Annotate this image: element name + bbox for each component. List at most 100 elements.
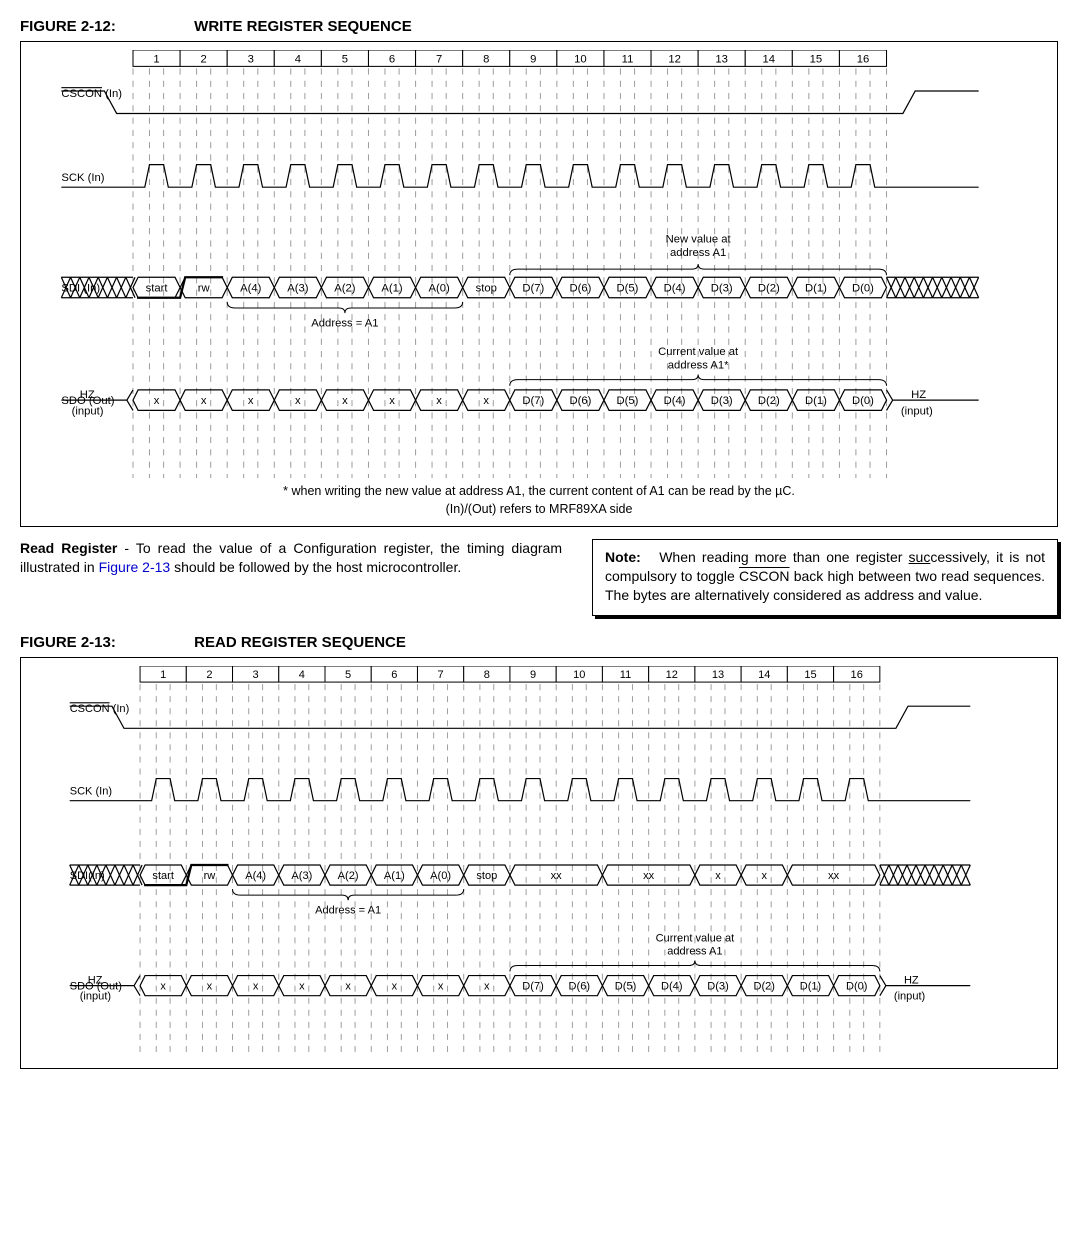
svg-text:D(4): D(4) [664,395,686,407]
figure-title: WRITE REGISTER SEQUENCE [194,18,412,35]
svg-text:A(2): A(2) [338,870,359,882]
svg-text:D(4): D(4) [661,980,682,992]
svg-text:SCK (In): SCK (In) [70,785,112,797]
svg-text:A(0): A(0) [428,283,450,295]
svg-text:x: x [715,870,721,882]
svg-text:14: 14 [763,53,776,65]
svg-text:D(2): D(2) [758,283,780,295]
svg-text:A(3): A(3) [291,870,312,882]
svg-text:x: x [392,980,398,992]
svg-text:x: x [299,980,305,992]
svg-text:A(1): A(1) [384,870,405,882]
svg-text:x: x [436,395,442,407]
svg-text:13: 13 [712,669,724,681]
svg-text:5: 5 [342,53,348,65]
svg-text:A(4): A(4) [245,870,266,882]
svg-text:Address = A1: Address = A1 [311,317,378,329]
svg-text:(input): (input) [80,990,111,1002]
svg-text:D(2): D(2) [758,395,780,407]
svg-text:D(6): D(6) [569,980,590,992]
svg-text:A(3): A(3) [287,283,309,295]
para-prefix: Read Register [20,540,117,556]
svg-text:D(7): D(7) [522,395,544,407]
footnote-line-2: (In)/(Out) refers to MRF89XA side [35,502,1043,516]
svg-text:4: 4 [295,53,301,65]
svg-text:11: 11 [622,53,634,65]
footnote-line-1: * when writing the new value at address … [35,484,1043,498]
svg-text:D(0): D(0) [852,395,874,407]
figure-2-12-diagram: 12345678910111213141516CSCON (In)SCK (In… [20,41,1058,527]
svg-text:3: 3 [248,53,254,65]
para-suffix: should be followed by the host microcont… [170,559,461,575]
svg-text:D(1): D(1) [805,395,827,407]
svg-text:x: x [342,395,348,407]
note-body: When reading more than one register succ… [605,549,1045,603]
svg-text:D(0): D(0) [846,980,867,992]
svg-text:5: 5 [345,669,351,681]
svg-text:Current value at: Current value at [656,932,735,944]
svg-text:D(7): D(7) [522,283,544,295]
svg-text:7: 7 [436,53,442,65]
figure-link[interactable]: Figure 2-13 [99,559,171,575]
svg-text:x: x [761,870,767,882]
svg-text:D(1): D(1) [805,283,827,295]
svg-text:2: 2 [206,669,212,681]
timing-diagram-write: 12345678910111213141516CSCON (In)SCK (In… [35,50,1005,480]
svg-text:D(2): D(2) [754,980,775,992]
svg-text:xx: xx [643,870,655,882]
svg-text:Current value at: Current value at [658,346,739,358]
svg-text:6: 6 [391,669,397,681]
svg-text:D(3): D(3) [711,395,733,407]
svg-text:12: 12 [666,669,678,681]
svg-text:1: 1 [153,53,159,65]
svg-text:(input): (input) [901,405,933,417]
svg-text:address A1: address A1 [667,945,722,957]
svg-text:D(5): D(5) [617,395,639,407]
svg-text:D(6): D(6) [569,283,591,295]
figure-title: READ REGISTER SEQUENCE [194,634,406,651]
svg-text:CSCON (In): CSCON (In) [61,88,122,100]
svg-text:11: 11 [620,669,631,681]
svg-text:x: x [154,395,160,407]
svg-text:SCK (In): SCK (In) [61,172,104,184]
svg-text:A(2): A(2) [334,283,356,295]
svg-text:x: x [201,395,207,407]
svg-text:D(4): D(4) [664,283,686,295]
svg-text:x: x [345,980,351,992]
svg-text:start: start [146,283,169,295]
read-register-description-row: Read Register - To read the value of a C… [20,539,1058,616]
svg-text:A(1): A(1) [381,283,403,295]
figure-heading: FIGURE 2-13: READ REGISTER SEQUENCE [20,634,1058,651]
note-label: Note: [605,549,641,565]
svg-text:address A1: address A1 [670,247,726,259]
svg-text:1: 1 [160,669,166,681]
svg-text:A(0): A(0) [430,870,451,882]
figure-number: FIGURE 2-12: [20,18,190,35]
svg-text:A(4): A(4) [240,283,262,295]
svg-text:13: 13 [715,53,728,65]
svg-text:HZ: HZ [911,389,926,401]
svg-text:x: x [253,980,259,992]
svg-text:D(0): D(0) [852,283,874,295]
svg-text:xx: xx [828,870,840,882]
svg-text:rw: rw [198,283,211,295]
note-box: Note: When reading more than one registe… [592,539,1058,616]
svg-text:x: x [438,980,444,992]
svg-text:HZ: HZ [904,974,919,986]
svg-text:Address = A1: Address = A1 [315,904,381,916]
svg-text:15: 15 [804,669,816,681]
svg-text:8: 8 [483,53,489,65]
svg-text:xx: xx [551,870,563,882]
svg-text:14: 14 [758,669,770,681]
svg-text:D(3): D(3) [707,980,728,992]
svg-text:x: x [484,980,490,992]
svg-text:D(5): D(5) [615,980,636,992]
svg-text:10: 10 [573,669,585,681]
figure-number: FIGURE 2-13: [20,634,190,651]
svg-text:HZ: HZ [88,974,103,986]
svg-text:x: x [160,980,166,992]
timing-diagram-read: 12345678910111213141516CSCON (In)SCK (In… [35,666,1005,1058]
figure-heading: FIGURE 2-12: WRITE REGISTER SEQUENCE [20,18,1058,35]
svg-text:x: x [295,395,301,407]
svg-text:8: 8 [484,669,490,681]
